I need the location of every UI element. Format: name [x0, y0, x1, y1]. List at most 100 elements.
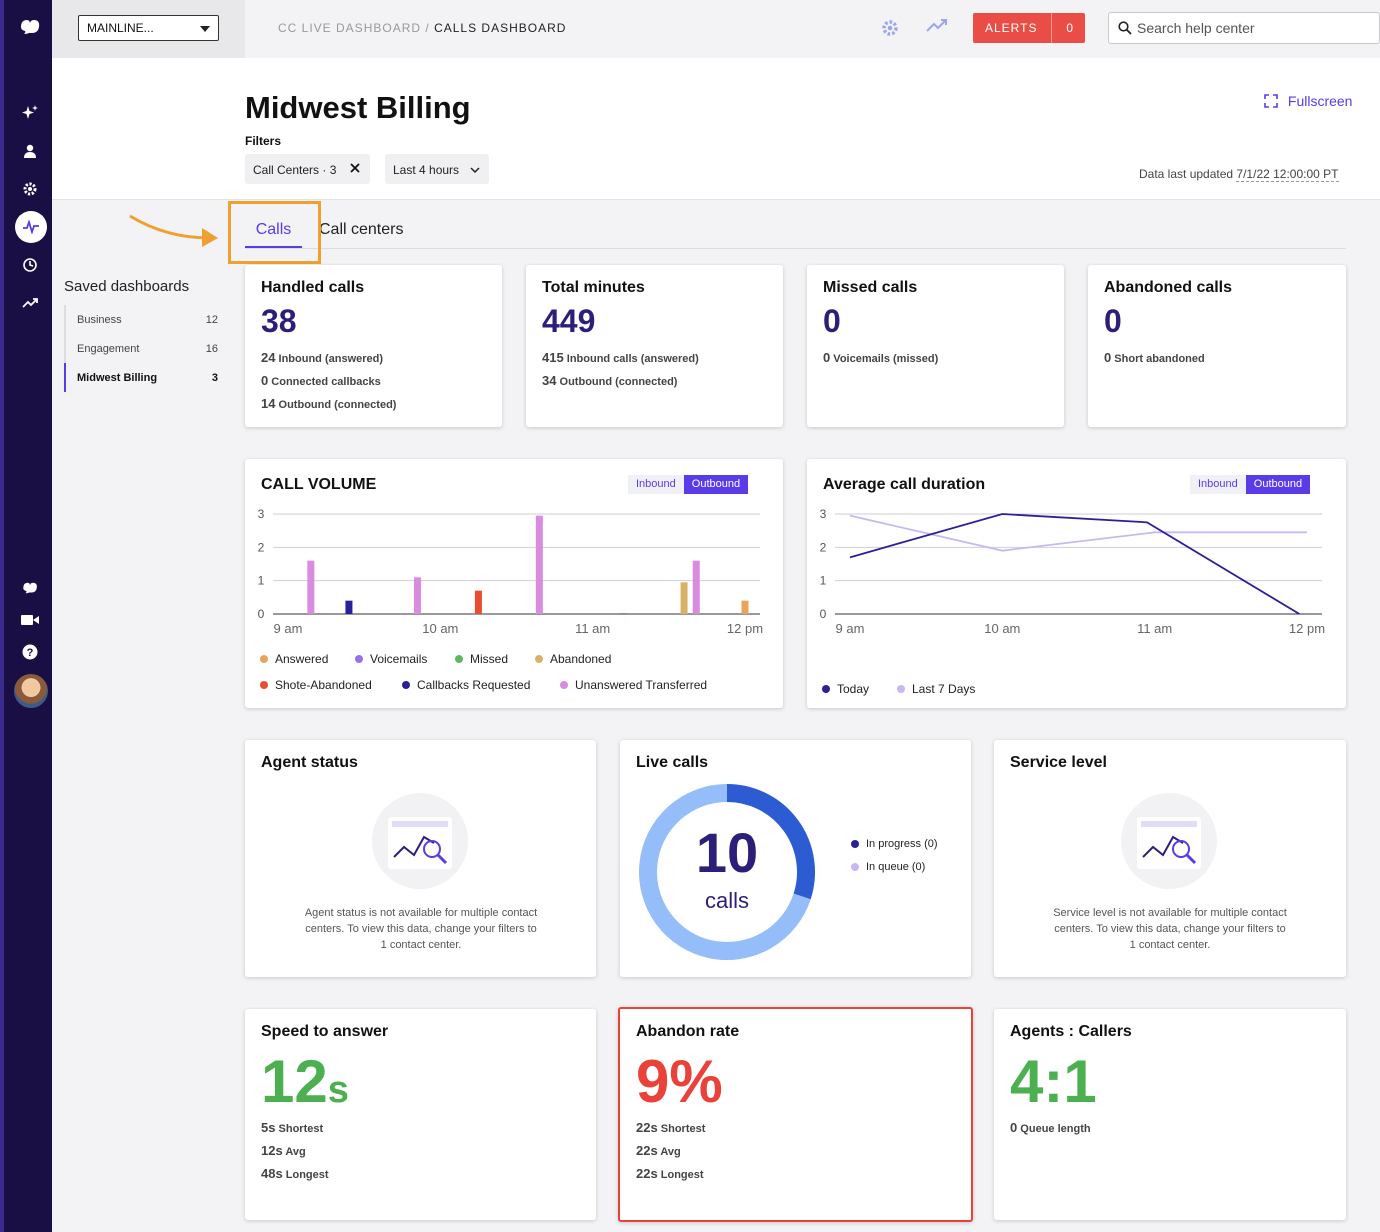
annotation-arrow-icon: [126, 210, 222, 255]
card-title: Missed calls: [823, 279, 918, 296]
toggle-outbound[interactable]: Outbound: [1245, 475, 1311, 494]
close-icon[interactable]: [350, 162, 360, 176]
kpi-breakdown-value: 415: [542, 350, 564, 365]
kpi-card-abandoned-calls: Abandoned calls 0 0 Short abandoned: [1088, 265, 1346, 427]
legend-item: Callbacks Requested: [402, 678, 530, 692]
legend-item: Voicemails: [355, 652, 427, 666]
toggle-inbound[interactable]: Inbound: [1190, 475, 1246, 494]
toggle-inbound[interactable]: Inbound: [628, 475, 684, 494]
call-volume-chart: 0 1 2 3 9 am 10 am 11 am 12 pm: [258, 507, 763, 636]
account-select[interactable]: MAINLINE...: [78, 15, 219, 41]
abandon-metric: 22s Avg: [636, 1143, 681, 1158]
bar: [474, 590, 482, 614]
kpi-breakdown-value: 24: [261, 350, 276, 365]
speed-unit: s: [327, 1069, 349, 1111]
kpi-breakdown-label: Outbound (connected): [278, 399, 397, 411]
saved-dashboard-label: Engagement: [77, 343, 140, 355]
kpi-card-missed-calls: Missed calls 0 0 Voicemails (missed): [807, 265, 1064, 427]
breadcrumb-current: CALLS DASHBOARD: [434, 21, 567, 35]
agents-callers-card: Agents : Callers 4:1 0 Queue length: [994, 1009, 1346, 1220]
nav-rail: ?: [0, 0, 52, 1232]
y-tick-label: 2: [258, 540, 265, 554]
saved-dashboard-count: 16: [205, 343, 218, 355]
fullscreen-label: Fullscreen: [1287, 93, 1353, 109]
activity-icon[interactable]: [15, 211, 47, 243]
speed-metric: 12s Avg: [261, 1143, 306, 1158]
metric-value: 48s: [261, 1166, 283, 1181]
legend-label: Shote-Abandoned: [275, 678, 372, 692]
saved-dashboard-engagement[interactable]: Engagement 16: [66, 334, 222, 363]
saved-dashboards-title: Saved dashboards: [64, 278, 190, 295]
breadcrumb-root[interactable]: CC LIVE DASHBOARD: [278, 21, 422, 35]
updated-value: 7/1/22 12:00:00 PT: [1236, 167, 1339, 182]
dialpad-logo-icon[interactable]: [18, 576, 42, 600]
x-tick-label: 10 am: [422, 621, 458, 636]
abandon-rate-card: Abandon rate 9% 22s Shortest 22s Avg 22s…: [618, 1007, 973, 1222]
kpi-breakdown: 0 Connected callbacks: [261, 373, 381, 388]
kpi-breakdown: 14 Outbound (connected): [261, 396, 396, 411]
page-title: Midwest Billing: [245, 90, 471, 125]
sparkle-icon[interactable]: [18, 101, 42, 125]
gear-icon[interactable]: [18, 177, 42, 201]
legend-label: Today: [837, 682, 870, 696]
kpi-breakdown-label: Voicemails (missed): [833, 353, 939, 365]
fullscreen-icon: [1264, 93, 1288, 109]
saved-dashboards-list: Business 12 Engagement 16 Midwest Billin…: [64, 305, 222, 392]
metric-label: Longest: [660, 1169, 704, 1181]
video-icon[interactable]: [18, 608, 42, 632]
saved-dashboard-midwest-billing[interactable]: Midwest Billing 3: [64, 363, 222, 392]
kpi-breakdown: 0 Short abandoned: [1104, 350, 1205, 365]
legend-swatch: [851, 840, 859, 848]
saved-dashboard-label: Midwest Billing: [77, 372, 158, 384]
kpi-value: 38: [261, 303, 297, 339]
kpi-breakdown: 415 Inbound calls (answered): [542, 350, 699, 365]
toggle-outbound[interactable]: Outbound: [683, 475, 749, 494]
kpi-card-total-minutes: Total minutes 449 415 Inbound calls (ans…: [526, 265, 783, 427]
kpi-breakdown: 24 Inbound (answered): [261, 350, 383, 365]
settings-gear-icon[interactable]: [880, 18, 900, 43]
series-line: [849, 513, 1300, 615]
abandon-value: 9%: [636, 1048, 723, 1115]
trending-icon[interactable]: [18, 291, 42, 315]
user-icon[interactable]: [18, 139, 42, 163]
saved-dashboard-business[interactable]: Business 12: [66, 305, 222, 334]
card-title: Abandon rate: [636, 1023, 740, 1040]
kpi-breakdown-value: 0: [823, 350, 831, 365]
kpi-card-handled-calls: Handled calls 38 24 Inbound (answered) 0…: [245, 265, 502, 427]
help-icon[interactable]: ?: [18, 640, 42, 664]
x-tick-label: 9 am: [274, 621, 303, 636]
caret-down-icon: [200, 26, 210, 32]
alerts-button[interactable]: ALERTS 0: [973, 13, 1085, 43]
y-tick-label: 1: [258, 574, 265, 588]
saved-dashboard-count: 12: [205, 314, 218, 326]
legend-item: Today: [822, 682, 869, 696]
fullscreen-button[interactable]: Fullscreen: [1264, 93, 1352, 109]
service-level-message: Service level is not available for multi…: [1053, 907, 1287, 951]
kpi-breakdown: 34 Outbound (connected): [542, 373, 677, 388]
kpi-value: 0: [823, 303, 841, 339]
legend-label: Voicemails: [370, 652, 428, 666]
data-last-updated: Data last updated 7/1/22 12:00:00 PT: [1139, 167, 1339, 182]
logo-icon[interactable]: [18, 15, 42, 39]
avatar[interactable]: [14, 674, 48, 708]
series-line: [849, 514, 1307, 552]
agent-status-message: Agent status is not available for multip…: [304, 907, 538, 951]
tab-call-centers[interactable]: Call centers: [319, 221, 404, 238]
kpi-value: 449: [542, 303, 596, 339]
bar: [741, 600, 749, 614]
alerts-divider: [1051, 13, 1052, 43]
trending-up-icon[interactable]: [926, 18, 948, 39]
metric-label: Longest: [285, 1169, 329, 1181]
tab-calls[interactable]: Calls: [245, 220, 302, 248]
search-input[interactable]: Search help center: [1108, 12, 1380, 44]
annotation-highlight-box: [228, 201, 321, 264]
saved-dashboard-count: 3: [211, 372, 218, 384]
filter-chip-time-range[interactable]: Last 4 hours: [385, 154, 489, 184]
y-tick-label: 0: [258, 607, 265, 621]
legend-swatch: [851, 863, 859, 871]
filter-chip-label: Last 4 hours: [393, 163, 460, 177]
filter-chip-call-centers[interactable]: Call Centers · 3: [245, 154, 370, 184]
history-icon[interactable]: [18, 253, 42, 277]
card-title: CALL VOLUME: [261, 476, 377, 493]
bar: [413, 577, 421, 614]
